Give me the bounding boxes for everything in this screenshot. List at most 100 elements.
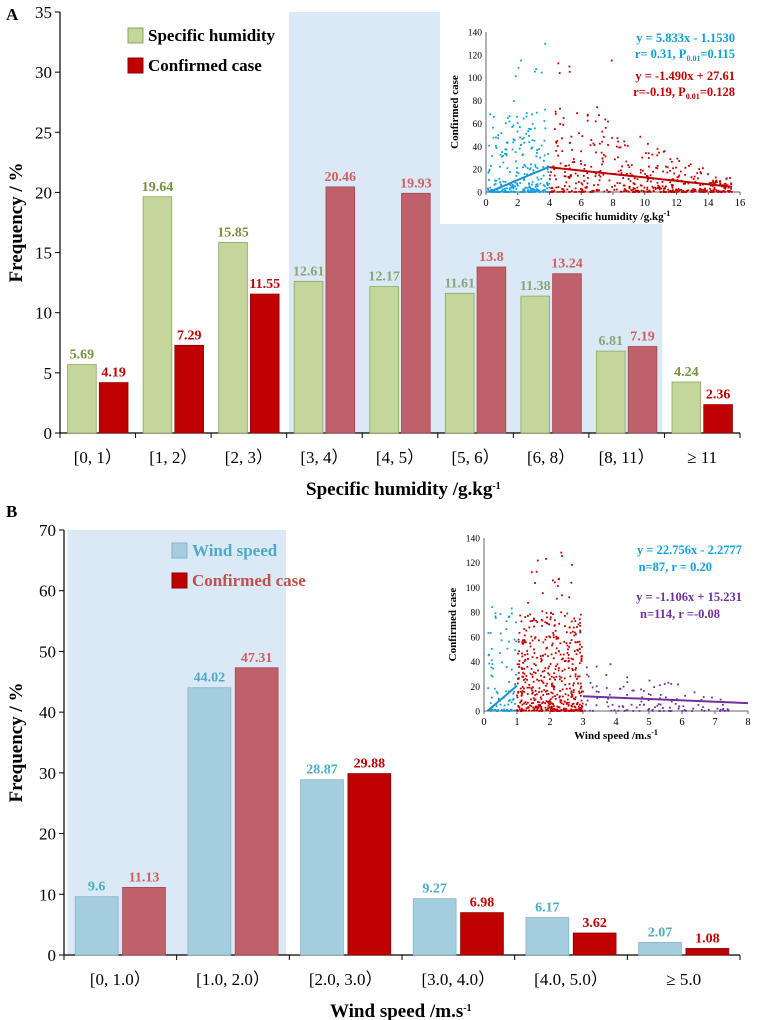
scatter-point-red (572, 709, 575, 711)
scatter-point-red (573, 617, 576, 620)
scatter-point-red (548, 699, 551, 702)
scatter-point-purple (647, 699, 650, 702)
scatter-point-blue (516, 182, 519, 185)
scatter-point-red-hi (570, 581, 573, 584)
scatter-point-red (580, 660, 583, 662)
scatter-point-red (537, 701, 539, 703)
scatter-point-red (632, 187, 635, 189)
scatter-point-red (558, 622, 561, 625)
scatter-point-red (719, 180, 721, 183)
scatter-point-blue (546, 187, 548, 190)
scatter-point-red (526, 665, 529, 668)
scatter-point-red (704, 189, 707, 192)
scatter-point-red (629, 180, 632, 183)
scatter-point-blue (493, 687, 496, 690)
scatter-point-blue (495, 179, 498, 182)
scatter-point-red (520, 620, 523, 623)
scatter-point-red (547, 709, 549, 712)
scatter-point-red (586, 176, 589, 179)
scatter-point-red (525, 629, 528, 632)
scatter-point-red (656, 187, 659, 189)
data-label-case: 47.31 (241, 651, 273, 666)
scatter-point-purple (684, 709, 687, 712)
scatter-point-red (542, 694, 545, 696)
scatter-point-blue-hi (517, 66, 520, 69)
scatter-point-red (564, 659, 567, 662)
scatter-point-red (562, 117, 565, 119)
scatter-point-blue (527, 130, 530, 133)
inset-x-tick-label: 7 (712, 717, 717, 728)
scatter-point-blue (492, 190, 495, 193)
scatter-point-red (617, 140, 619, 143)
scatter-point-red (574, 620, 577, 622)
scatter-point-purple (597, 691, 600, 693)
data-label-humidity: 11.38 (520, 279, 551, 294)
scatter-point-blue (512, 141, 515, 144)
fit-line-1 (488, 165, 550, 193)
data-label-wind: 28.87 (306, 763, 338, 778)
scatter-point-red (643, 186, 646, 189)
scatter-point-red (724, 186, 727, 189)
scatter-point-red (577, 675, 579, 678)
scatter-point-red (563, 660, 566, 663)
scatter-point-purple (727, 709, 730, 712)
scatter-point-red (534, 694, 536, 696)
scatter-point-red (717, 190, 720, 193)
scatter-point-red (586, 119, 589, 122)
scatter-point-red (553, 685, 556, 688)
scatter-point-red (559, 162, 562, 165)
scatter-point-red (551, 682, 554, 685)
bar-humidity (67, 364, 97, 434)
scatter-point-blue (488, 653, 491, 656)
scatter-point-red (578, 675, 581, 678)
scatter-point-red (544, 690, 547, 693)
bar-humidity (444, 292, 475, 434)
scatter-point-red (564, 175, 567, 178)
scatter-point-blue (506, 167, 509, 170)
scatter-point-blue (512, 697, 515, 700)
scatter-point-red (606, 189, 608, 191)
scatter-point-purple (663, 683, 666, 685)
scatter-point-red (624, 189, 627, 192)
x-tick-label: [1.0, 2.0） (196, 970, 270, 989)
scatter-point-blue (506, 191, 509, 193)
scatter-point-red (530, 705, 533, 707)
scatter-point-red (651, 153, 654, 156)
scatter-point-blue (508, 640, 510, 643)
scatter-point-red (666, 166, 669, 169)
scatter-point-red (716, 181, 718, 184)
x-tick-label: [8, 11） (599, 448, 655, 467)
scatter-point-blue (531, 191, 534, 193)
scatter-point-red (551, 709, 554, 712)
scatter-point-red (602, 153, 605, 156)
scatter-point-red (517, 641, 520, 643)
scatter-point-blue (527, 189, 529, 192)
scatter-point-blue (491, 709, 494, 712)
scatter-point-red (559, 701, 562, 704)
scatter-point-red (564, 708, 567, 711)
legend-swatch-case (171, 572, 188, 589)
scatter-point-blue (537, 190, 540, 193)
scatter-point-red-hi (555, 186, 558, 189)
scatter-point-red (534, 698, 537, 701)
scatter-point-purple (641, 696, 644, 699)
inset-y-tick-label: 40 (471, 658, 481, 668)
scatter-point-red (546, 682, 548, 685)
scatter-point-red (580, 646, 583, 648)
scatter-point-red (651, 185, 654, 188)
scatter-point-red (558, 191, 561, 193)
scatter-point-red (554, 110, 557, 113)
scatter-point-blue (514, 709, 517, 712)
scatter-point-red (581, 705, 584, 708)
scatter-point-purple (692, 707, 695, 710)
scatter-point-red (658, 185, 661, 188)
scatter-point-purple (589, 709, 591, 712)
scatter-point-red (665, 191, 668, 193)
scatter-point-red-hi (555, 597, 558, 600)
scatter-point-red (583, 179, 586, 182)
scatter-point-red-hi (596, 106, 599, 109)
scatter-point-red (666, 171, 669, 174)
scatter-point-red (552, 657, 555, 660)
scatter-point-blue (505, 709, 508, 712)
scatter-point-red-hi (558, 72, 561, 74)
